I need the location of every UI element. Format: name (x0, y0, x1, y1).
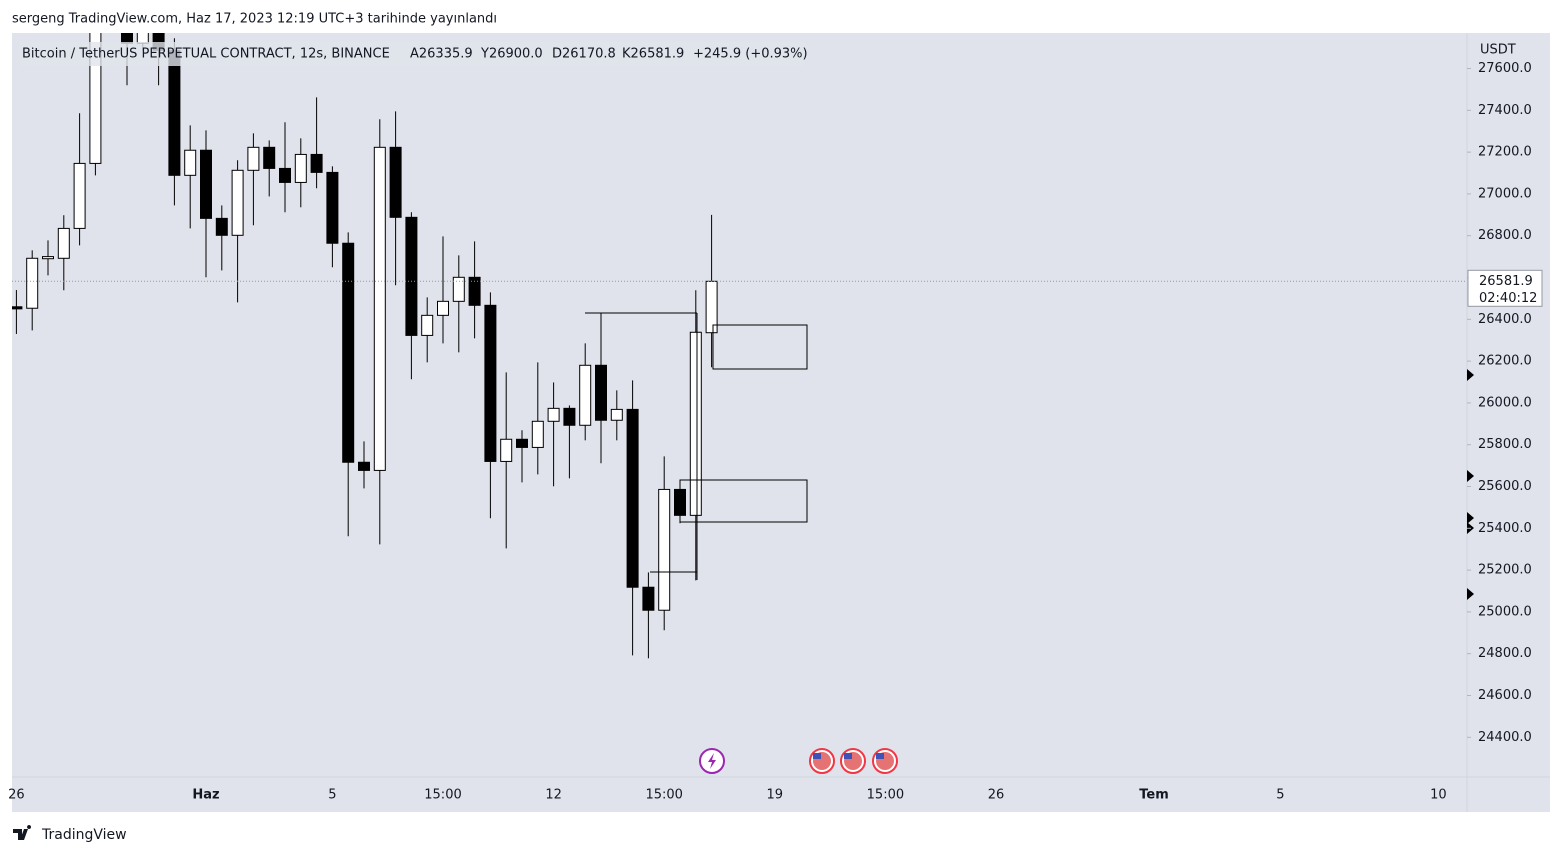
x-tick-label: Haz (192, 788, 219, 803)
candle-body (200, 149, 212, 219)
candle-body (42, 256, 54, 260)
y-tick-label: 26200.0 (1478, 354, 1532, 369)
candle-body (421, 314, 434, 336)
candle-body (500, 438, 513, 462)
candle-body (136, 33, 149, 44)
footer-logo-text[interactable]: TradingView (41, 827, 127, 843)
candle-body (626, 408, 639, 588)
candle-body (358, 461, 370, 471)
candle-body (689, 331, 702, 516)
candle-body (531, 420, 544, 448)
candle-body (294, 153, 307, 183)
x-tick-label: Tem (1139, 788, 1169, 803)
countdown: 02:40:12 (1479, 291, 1537, 306)
event-icon[interactable] (809, 748, 835, 774)
price-label-bg (1467, 269, 1543, 307)
candle-body (563, 407, 576, 426)
candle-body (389, 146, 402, 218)
x-tick-label: 5 (1276, 788, 1284, 803)
candle-body (215, 217, 228, 236)
x-tick-label: 26 (8, 788, 25, 803)
y-tick-label: 24800.0 (1478, 646, 1532, 661)
currency[interactable]: USDT (1480, 43, 1516, 58)
candle-body (468, 276, 481, 306)
candle-body (57, 227, 70, 259)
event-icon[interactable] (872, 748, 898, 774)
y-tick-label: 25200.0 (1478, 563, 1532, 578)
ohlc: D26170.8 (552, 47, 616, 62)
candle-body (73, 162, 86, 229)
x-tick-label: 15:00 (424, 788, 461, 803)
x-tick-label: 19 (767, 788, 784, 803)
y-tick-label: 25800.0 (1478, 437, 1532, 452)
y-tick-label: 26000.0 (1478, 395, 1532, 410)
x-tick-label: 15:00 (645, 788, 682, 803)
legend-bg (20, 42, 805, 66)
candle-body (547, 407, 560, 422)
ohlc: K26581.9 (622, 47, 684, 62)
candle-body (89, 33, 102, 164)
marker (1467, 369, 1474, 381)
x-tick-label: 5 (328, 788, 336, 803)
candle-body (610, 408, 623, 421)
y-tick-label: 25000.0 (1478, 604, 1532, 619)
candle-body (326, 171, 339, 244)
y-tick-label: 26400.0 (1478, 312, 1532, 327)
icon-bolt (708, 753, 716, 769)
plot (12, 33, 1467, 659)
symbol[interactable]: Bitcoin / TetherUS PERPETUAL CONTRACT, 1… (22, 47, 390, 62)
candle-body (231, 169, 244, 236)
candle-body (12, 306, 23, 310)
y-tick-label: 27400.0 (1478, 103, 1532, 118)
candle-body (310, 153, 323, 173)
marker (1467, 512, 1474, 524)
y-tick-label: 25600.0 (1478, 479, 1532, 494)
ohlc: Y26900.0 (480, 47, 543, 62)
candle-body (247, 146, 260, 171)
marker (1467, 470, 1474, 482)
logo (13, 825, 32, 840)
drawings (585, 312, 808, 580)
x-tick-label: 12 (545, 788, 562, 803)
ohlc: A26335.9 (410, 47, 473, 62)
currency-bg (1470, 40, 1548, 62)
event-icons (699, 748, 898, 774)
candle-body (484, 304, 497, 462)
x-tick-label: 15:00 (867, 788, 904, 803)
event-icon[interactable] (840, 748, 866, 774)
y-tick-label: 26800.0 (1478, 228, 1532, 243)
candle-body (184, 149, 197, 176)
chart-panel (12, 33, 1550, 812)
change: +245.9 (+0.93%) (693, 47, 808, 62)
candle-body (405, 216, 418, 336)
candle-body (26, 257, 39, 309)
y-tick-label: 27000.0 (1478, 186, 1532, 201)
candle-body (168, 49, 181, 176)
y-tick-label: 24600.0 (1478, 688, 1532, 703)
candle-body (373, 146, 386, 471)
y-tick-label: 27600.0 (1478, 61, 1532, 76)
y-tick-label: 25400.0 (1478, 521, 1532, 536)
candle-body (579, 364, 592, 426)
y-tick-label: 27200.0 (1478, 145, 1532, 160)
marker (1467, 588, 1474, 600)
candle-body (642, 586, 655, 611)
candle-body (595, 364, 607, 421)
candle-body (263, 146, 276, 169)
rectangle-drawing (712, 324, 808, 370)
attribution: sergeng TradingView.com, Haz 17, 2023 12… (12, 12, 497, 27)
x-tick-label: 10 (1430, 788, 1447, 803)
candle-body (452, 276, 465, 302)
candle-body (516, 438, 528, 448)
candle-body (342, 242, 355, 463)
candle-body (437, 300, 449, 316)
candle-body (279, 167, 291, 183)
y-tick-label: 24400.0 (1478, 730, 1532, 745)
rectangle-drawing (679, 479, 808, 523)
x-tick-label: 26 (988, 788, 1005, 803)
price-label: 26581.9 (1479, 274, 1533, 289)
candle-body (658, 488, 671, 611)
